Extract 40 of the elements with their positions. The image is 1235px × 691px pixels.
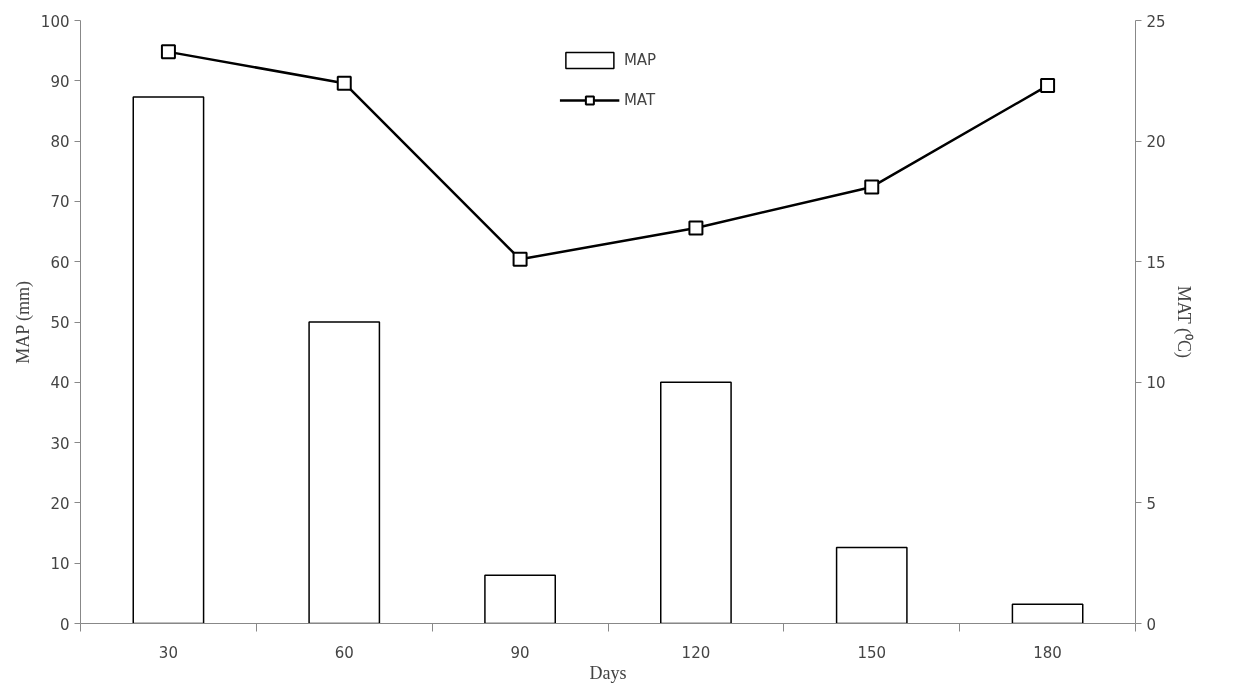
x-tick-label: 30 [158,643,178,662]
y2-tick-label: 15 [1146,253,1166,272]
x-tick-label: 150 [857,643,887,662]
y2-tick-label: 10 [1146,374,1166,393]
bar [660,381,732,624]
y2-tick-label: 20 [1146,133,1166,152]
point [160,44,176,60]
y-tick-label: 70 [50,193,70,212]
x-tick-label: 90 [510,643,530,662]
y-tick-label: 10 [50,555,70,574]
y-tick-label: 0 [59,615,70,634]
y-tick-label: 40 [50,374,70,393]
y2-axis-title: MAT (⁰C) [1172,285,1194,358]
y-tick-label: 20 [50,494,70,513]
x-tick-label: 180 [1033,643,1062,662]
y2-tick-label: 0 [1146,615,1157,634]
point [864,179,880,195]
y2-tick-label: 5 [1146,494,1157,513]
point [512,251,528,267]
bar [308,321,381,624]
legend-label: MAP [623,51,657,69]
y-axis-title: MAP (mm) [12,280,34,364]
x-tick-label: 120 [681,643,711,662]
y-tick-label: 30 [50,434,70,453]
y-tick-label: 90 [50,72,70,91]
bar [132,96,205,624]
y-tick-label: 100 [40,12,70,31]
point [688,220,704,236]
y-tick-label: 60 [50,253,70,272]
x-axis-title: Days [589,662,627,683]
point [336,75,352,91]
y-tick-label: 80 [50,133,70,152]
y-tick-label: 50 [50,314,70,332]
bar [835,546,908,624]
bar [1011,603,1084,624]
y2-tick-label: 25 [1146,12,1166,31]
bar [484,574,556,624]
point [1040,78,1056,94]
legend-label: MAT [623,91,656,109]
x-tick-label: 60 [334,643,354,662]
